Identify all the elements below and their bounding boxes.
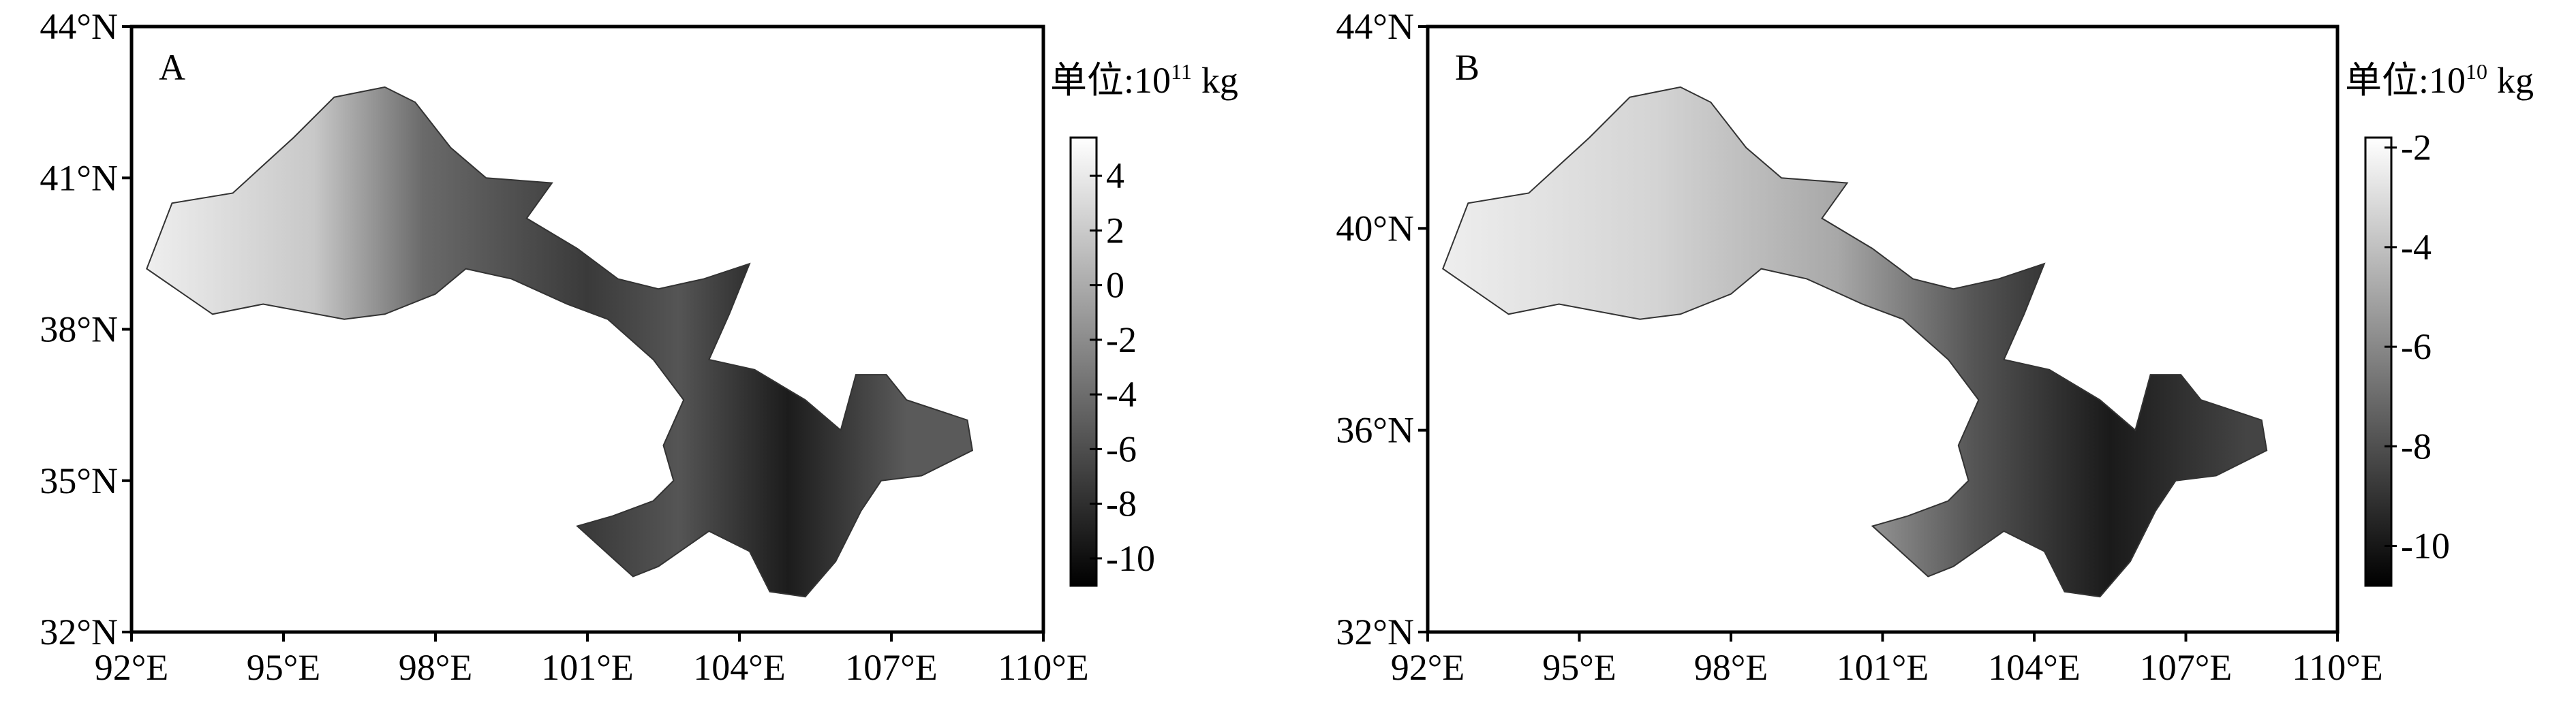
map-frame — [1426, 25, 2340, 634]
colorbar-tick-label: 0 — [1106, 265, 1124, 306]
lon-tick-label: 101°E — [541, 647, 634, 688]
map-panel: B 44°N 40°N 36°N 32°N92°E 95°E 98°E 101°E 104°E 1… — [1336, 6, 2534, 688]
lon-tick-label: 98°E — [399, 647, 473, 688]
lon-tick-label: 107°E — [845, 647, 938, 688]
lat-tick-label: 36°N — [1336, 410, 1414, 451]
unit-text: 单位:10 — [1050, 60, 1171, 101]
colorbar — [2364, 136, 2393, 587]
lat-tick-label: 41°N — [40, 157, 118, 198]
unit-suffix: kg — [1201, 60, 1238, 101]
unit-exponent: 10 — [2466, 59, 2487, 84]
panel-label: B — [1455, 47, 1479, 88]
lat-tick-label: 44°N — [1336, 6, 1414, 47]
map-frame — [129, 25, 1045, 634]
lon-tick-label: 92°E — [1391, 647, 1465, 688]
lon-tick-label: 110°E — [2292, 647, 2383, 688]
lon-tick-label: 104°E — [693, 647, 786, 688]
lat-tick-label: 32°N — [40, 612, 118, 652]
lon-tick-label: 104°E — [1988, 647, 2081, 688]
lon-tick-label: 92°E — [95, 647, 169, 688]
colorbar-tick-label: 2 — [1106, 210, 1124, 251]
colorbar-tick-label: -4 — [2401, 227, 2432, 268]
unit-exponent: 11 — [1171, 59, 1192, 84]
unit-text: 单位:10 — [2345, 60, 2466, 101]
colorbar-tick-label: -2 — [1106, 319, 1137, 360]
colorbar-tick-label: -10 — [2401, 526, 2450, 567]
colorbar-unit: 单位:1010 kg — [2345, 59, 2534, 101]
unit-suffix: kg — [2497, 60, 2534, 101]
lon-tick-label: 98°E — [1694, 647, 1768, 688]
province-shape — [1442, 86, 2268, 598]
lon-tick-label: 110°E — [998, 647, 1089, 688]
panel-label: A — [159, 47, 185, 88]
colorbar-tick-label: -2 — [2401, 127, 2432, 168]
lat-tick-label: 32°N — [1336, 612, 1414, 652]
province-shape — [146, 86, 974, 598]
lat-tick-label: 44°N — [40, 6, 118, 47]
colorbar-tick-label: 4 — [1106, 155, 1124, 196]
colorbar-unit: 单位:1011 kg — [1050, 59, 1238, 101]
map-panel: A 44°N 41°N 38°N 35°N 32°N92°E 95°E 98°E 101°E 10… — [40, 6, 1238, 688]
lat-tick-label: 40°N — [1336, 208, 1414, 249]
lon-tick-label: 95°E — [247, 647, 321, 688]
colorbar — [1069, 136, 1098, 587]
colorbar-tick-label: -6 — [2401, 326, 2432, 367]
lon-tick-label: 107°E — [2140, 647, 2233, 688]
colorbar-tick-label: -8 — [1106, 484, 1137, 524]
colorbar-tick-label: -8 — [2401, 426, 2432, 467]
colorbar-tick-label: -10 — [1106, 538, 1155, 579]
lat-tick-label: 35°N — [40, 460, 118, 501]
lon-tick-label: 95°E — [1542, 647, 1616, 688]
lon-tick-label: 101°E — [1837, 647, 1929, 688]
lat-tick-label: 38°N — [40, 309, 118, 350]
colorbar-tick-label: -6 — [1106, 428, 1137, 469]
colorbar-tick-label: -4 — [1106, 374, 1137, 415]
